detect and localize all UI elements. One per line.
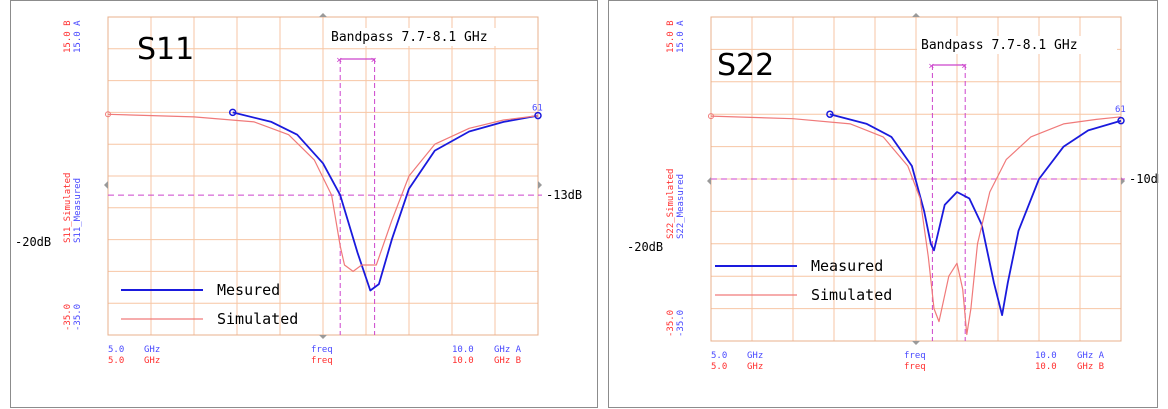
- x-tick-end: 10.0: [452, 345, 474, 355]
- x-unit-start: GHz: [144, 356, 160, 366]
- top-axis-tick-marker: [319, 13, 327, 17]
- x-unit-end: GHz B: [494, 356, 521, 366]
- band-bracket-right-cap: ×: [961, 61, 967, 72]
- series-line-simulated: [107, 113, 539, 272]
- bottom-axis-tick-marker: [912, 341, 920, 345]
- y-axis-bottom-label-a: -35.0: [676, 310, 686, 337]
- right-axis-tick-marker: [1121, 177, 1125, 185]
- right-ref-label: -10dB: [1129, 172, 1159, 186]
- left-ref-label: -20dB: [15, 235, 51, 249]
- end-marker: [534, 111, 542, 120]
- x-variable-label: freq: [904, 362, 926, 372]
- y-axis-measured-label: S22_Measured: [676, 174, 686, 239]
- annotation-background: [327, 28, 527, 46]
- x-variable-label: freq: [311, 345, 333, 355]
- y-axis-bottom-label-a: -35.0: [73, 304, 83, 331]
- trace-end-label: 61: [532, 103, 543, 113]
- band-bracket-right-cap: ×: [371, 55, 377, 66]
- x-variable-label: freq: [904, 351, 926, 361]
- trace-end-label: 61: [1115, 105, 1126, 115]
- right-axis-tick-marker: [538, 181, 542, 189]
- x-unit-end: GHz A: [494, 345, 522, 355]
- y-axis-simulated-label: S11_Simulated: [63, 173, 73, 243]
- s11-chart-panel: × × S11 Bandpass 7.7-8.1 GHz 15.0 B 15.0 A -35…: [10, 0, 598, 408]
- x-tick-start: 5.0: [711, 362, 727, 372]
- x-unit-end: GHz A: [1077, 351, 1105, 361]
- left-axis-tick-marker: [104, 181, 108, 189]
- chart-title: S22: [717, 48, 774, 83]
- s22-chart-panel: × × S22 Bandpass 7.7-8.1 GHz 15.0 B 15.0 A -35…: [608, 0, 1159, 408]
- legend-simulated-label: Simulated: [217, 310, 298, 328]
- end-marker: [1117, 116, 1125, 125]
- x-tick-end: 10.0: [452, 356, 474, 366]
- x-tick-start: 5.0: [108, 356, 124, 366]
- y-axis-top-label-a: 15.0 A: [73, 20, 83, 53]
- band-bracket-left-cap: ×: [336, 55, 342, 66]
- measured-start-marker: [826, 110, 834, 118]
- legend-measured-label: Measured: [811, 257, 883, 275]
- simulated-start-marker: [105, 111, 111, 118]
- simulated-start-marker: [708, 113, 714, 120]
- band-bracket-left-cap: ×: [928, 61, 934, 72]
- left-ref-label: -20dB: [627, 240, 663, 254]
- x-unit-end: GHz B: [1077, 362, 1104, 372]
- y-axis-top-label-b: 15.0 B: [63, 20, 73, 53]
- y-axis-bottom-label-b: -35.0: [63, 304, 73, 331]
- y-axis-top-label-b: 15.0 B: [666, 20, 676, 53]
- bandpass-annotation: Bandpass 7.7-8.1 GHz: [921, 38, 1078, 53]
- measured-start-marker: [228, 108, 237, 117]
- s22-chart: × × S22 Bandpass 7.7-8.1 GHz 15.0 B 15.0 A -35…: [627, 13, 1159, 372]
- series-line-measured: [829, 113, 1122, 317]
- x-tick-start: 5.0: [108, 345, 124, 355]
- y-axis-measured-label: S11_Measured: [73, 178, 83, 243]
- chart-title: S11: [137, 32, 194, 67]
- series-line-mesured: [232, 111, 539, 292]
- y-axis-top-label-a: 15.0 A: [676, 20, 686, 53]
- right-ref-label: -13dB: [546, 188, 582, 202]
- series-line-simulated: [710, 115, 1122, 336]
- x-unit-start: GHz: [747, 351, 763, 361]
- y-axis-bottom-label-b: -35.0: [666, 310, 676, 337]
- x-tick-end: 10.0: [1035, 362, 1057, 372]
- x-tick-start: 5.0: [711, 351, 727, 361]
- annotation-background: [917, 36, 1117, 54]
- bottom-axis-tick-marker: [319, 335, 327, 339]
- left-axis-tick-marker: [707, 177, 711, 185]
- x-variable-label: freq: [311, 356, 333, 366]
- s11-chart: × × S11 Bandpass 7.7-8.1 GHz 15.0 B 15.0 A -35…: [15, 13, 582, 366]
- bandpass-annotation: Bandpass 7.7-8.1 GHz: [331, 30, 488, 45]
- legend-measured-label: Mesured: [217, 281, 280, 299]
- x-unit-start: GHz: [747, 362, 763, 372]
- top-axis-tick-marker: [912, 13, 920, 17]
- y-axis-simulated-label: S22_Simulated: [666, 169, 676, 239]
- legend-simulated-label: Simulated: [811, 286, 892, 304]
- x-unit-start: GHz: [144, 345, 160, 355]
- x-tick-end: 10.0: [1035, 351, 1057, 361]
